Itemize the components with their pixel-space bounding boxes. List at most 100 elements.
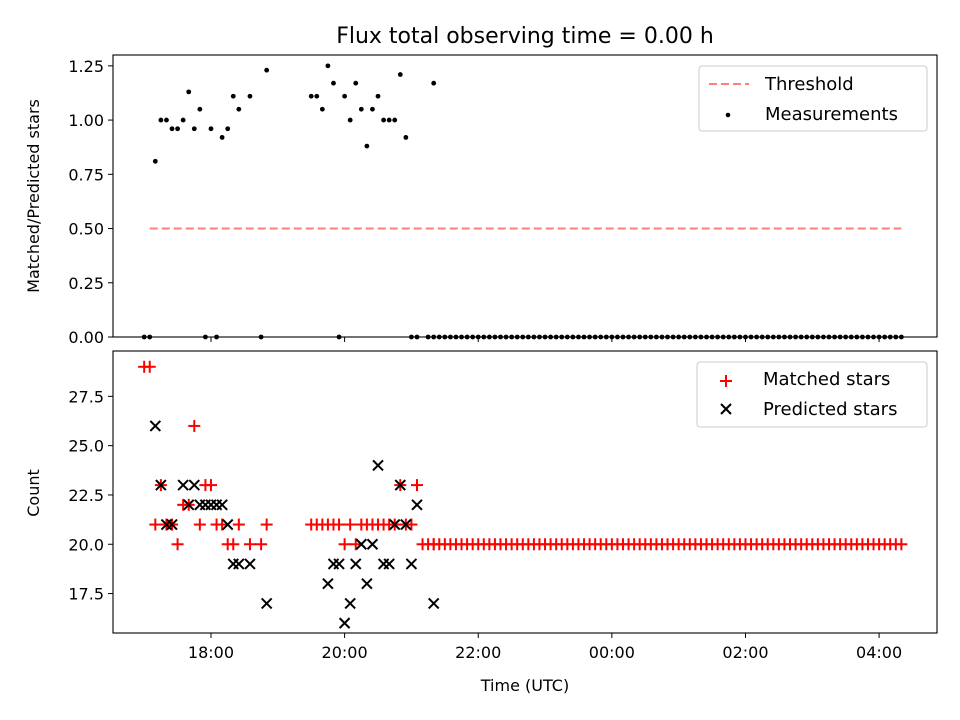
x-stroke-b (355, 538, 368, 550)
predicted-point (205, 499, 217, 511)
predicted-point (400, 518, 412, 531)
matched-point (149, 518, 162, 531)
x-tick-label: 04:00 (856, 643, 902, 662)
measurement-point (370, 106, 375, 112)
chart-title: Flux total observing time = 0.00 h (336, 24, 714, 49)
measurement-point (186, 89, 192, 95)
x-stroke-b (221, 518, 234, 531)
legend-matched-swatch (720, 375, 732, 387)
predicted-point (366, 538, 379, 550)
predicted-point (155, 479, 167, 491)
y-tick-label-count: 20.0 (68, 535, 104, 554)
measurement-point (152, 158, 158, 164)
predicted-point (233, 558, 245, 570)
x-stroke-b (350, 558, 362, 570)
measurement-point (164, 117, 169, 123)
predicted-point (260, 597, 273, 610)
x-stroke-b (400, 518, 412, 531)
x-stroke-b (405, 558, 418, 570)
predicted-point (350, 558, 362, 570)
predicted-point (338, 617, 351, 629)
predicted-point (199, 499, 212, 511)
matched-point (171, 538, 184, 551)
x-axis-label: Time (UTC) (480, 676, 569, 695)
predicted-point (227, 558, 239, 570)
predicted-point (149, 420, 162, 432)
x-stroke-b (361, 577, 373, 590)
matched-point (255, 538, 268, 551)
counts-legend: Matched stars Predicted stars (696, 361, 928, 428)
legend-predicted-label: Predicted stars (763, 399, 897, 420)
x-stroke-b (149, 420, 162, 432)
measurement-point (381, 117, 386, 123)
y-tick-label-count: 17.5 (68, 585, 104, 604)
predicted-point (221, 518, 234, 531)
matched-point (232, 518, 245, 531)
predicted-point (210, 499, 223, 511)
measurement-point (197, 106, 203, 112)
matched-point (260, 518, 273, 531)
matched-point (405, 518, 418, 531)
x-tick-label: 02:00 (722, 643, 768, 662)
matched-point (344, 518, 357, 531)
matched-point (338, 538, 351, 551)
predicted-point (383, 558, 395, 570)
x-tick-label: 20:00 (322, 643, 368, 662)
x-stroke-b (244, 558, 256, 570)
y-tick-label-ratio: 0.50 (68, 220, 104, 239)
matched-point (895, 538, 908, 551)
measurement-point (403, 135, 409, 140)
matched-point (188, 419, 201, 432)
measurement-point (353, 80, 359, 86)
y-axis-label-count: Count (24, 469, 43, 517)
predicted-point (333, 558, 345, 570)
measurement-point (319, 106, 325, 112)
x-stroke-b (344, 597, 356, 610)
matched-point (216, 518, 229, 531)
x-stroke-b (177, 479, 189, 491)
measurement-point (208, 126, 214, 132)
measurement-point (180, 117, 186, 123)
measurements-plot-frame (112, 54, 938, 338)
x-stroke-b (333, 558, 345, 570)
predicted-point (405, 558, 418, 570)
measurement-point (347, 117, 353, 123)
matched-point (193, 518, 206, 531)
measurement-point (397, 72, 403, 77)
measurement-point (375, 93, 381, 99)
predicted-point (427, 597, 440, 610)
measurement-point (358, 106, 364, 112)
x-stroke-b (427, 597, 440, 610)
x-stroke-b (216, 499, 228, 511)
predicted-point (389, 518, 401, 531)
y-tick-label-count: 27.5 (68, 387, 104, 406)
counts-plot-frame (112, 350, 938, 634)
matched-point (143, 360, 156, 373)
x-stroke-b (166, 518, 178, 531)
predicted-point (216, 499, 228, 511)
matched-point (204, 479, 217, 492)
legend-measurements-swatch (725, 112, 731, 118)
x-stroke-b (394, 479, 406, 491)
measurement-point (158, 117, 164, 123)
x-tick-label: 22:00 (455, 643, 501, 662)
x-stroke-b (366, 538, 379, 550)
predicted-point (411, 499, 423, 511)
legend-box (698, 65, 928, 132)
predicted-point (394, 479, 406, 491)
measurement-point (308, 93, 314, 99)
predicted-point (183, 499, 195, 511)
measurement-point (386, 117, 392, 123)
y-tick-label-count: 25.0 (68, 437, 104, 456)
legend-threshold-label: Threshold (764, 74, 854, 95)
measurement-point (364, 143, 370, 149)
x-stroke-b (411, 499, 423, 511)
x-stroke-b (233, 558, 245, 570)
y-tick-label-ratio: 0.00 (68, 328, 104, 347)
measurement-point (431, 80, 437, 86)
legend-matched-label: Matched stars (763, 369, 890, 390)
x-stroke-b (155, 479, 167, 491)
x-stroke-b (383, 558, 395, 570)
measurement-point (342, 93, 348, 99)
x-stroke-b (322, 577, 334, 590)
